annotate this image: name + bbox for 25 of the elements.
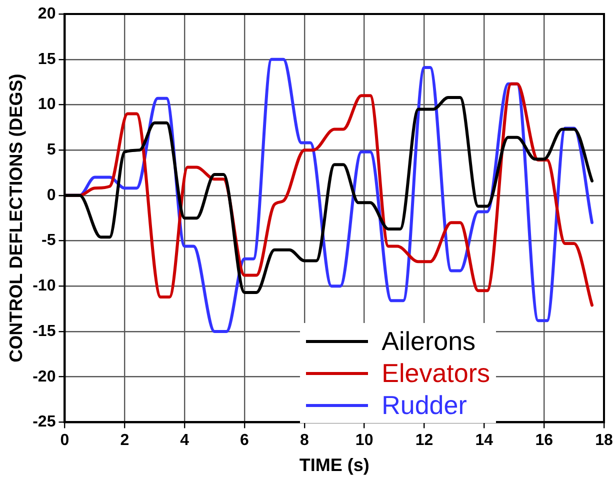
y-tick-label: 5: [46, 141, 56, 158]
x-tick-label: 0: [60, 432, 70, 450]
x-tick-label: 12: [415, 432, 434, 450]
x-tick-label: 16: [535, 432, 554, 450]
y-tick-label: 15: [38, 50, 56, 68]
legend-label: Rudder: [382, 390, 467, 420]
x-tick-label: 6: [240, 432, 250, 450]
y-axis-title: CONTROL DEFLECTIONS (DEGS): [6, 74, 26, 362]
legend-label: Ailerons: [382, 326, 476, 356]
x-tick-label: 4: [180, 432, 190, 450]
y-tick-label: 10: [38, 96, 56, 114]
x-tick-label: 2: [120, 432, 130, 450]
y-tick-label: 0: [46, 186, 56, 204]
x-tick-label: 10: [355, 432, 374, 450]
x-tick-label: 14: [475, 432, 494, 450]
y-tick-label: -10: [32, 278, 56, 295]
y-tick-label: -20: [32, 368, 56, 386]
y-tick-label: -15: [32, 322, 56, 340]
x-axis-title: TIME (s): [299, 455, 370, 476]
y-tick-label: -5: [41, 232, 56, 250]
legend-label: Elevators: [382, 358, 490, 388]
y-tick-label: -25: [32, 414, 56, 431]
y-tick-label: 20: [38, 5, 56, 22]
x-tick-label: 8: [300, 432, 309, 450]
x-tick-label: 18: [595, 432, 613, 450]
